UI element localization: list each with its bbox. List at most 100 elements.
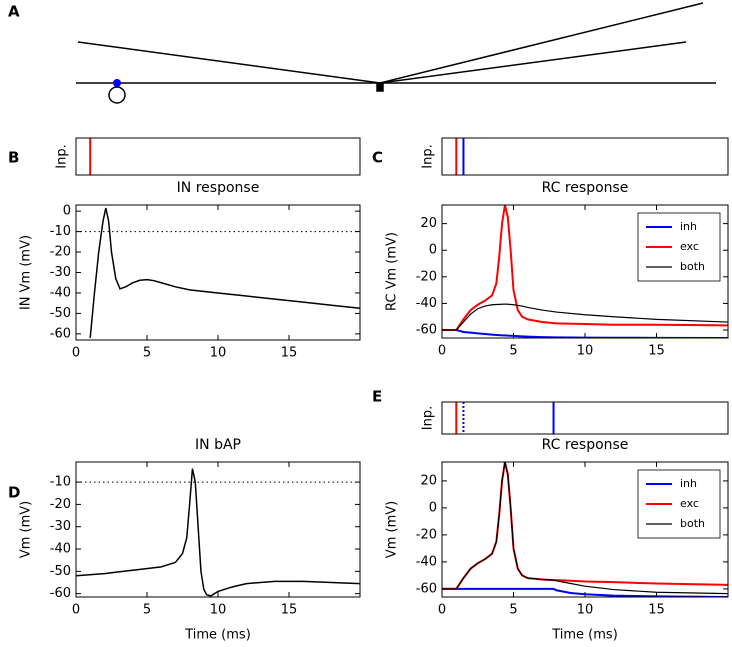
y-axis-label: Inp. xyxy=(55,144,70,168)
y-tick-label: -20 xyxy=(416,269,437,284)
x-tick-label: 5 xyxy=(143,346,151,361)
legend: inh exc both xyxy=(637,212,721,282)
panel-label: C xyxy=(372,149,383,167)
x-tick-label: 5 xyxy=(509,603,517,618)
y-axis-label: Vm (mV) xyxy=(19,501,34,558)
chart-title: RC response xyxy=(542,437,629,453)
x-tick-label: 5 xyxy=(143,603,151,618)
axes-frame xyxy=(441,137,729,176)
plot-area xyxy=(455,138,465,175)
axes-frame xyxy=(75,137,361,176)
chart-title: IN response xyxy=(177,180,260,196)
morphology xyxy=(76,2,716,104)
panel: Inp. xyxy=(421,401,729,435)
legend-label: both xyxy=(680,260,705,273)
line-series xyxy=(76,468,360,597)
chart-title: RC response xyxy=(542,180,629,196)
x-tick-label: 15 xyxy=(281,603,298,618)
panel-label: D xyxy=(8,484,20,502)
legend-label: inh xyxy=(680,220,697,233)
soma xyxy=(376,82,384,92)
y-tick-label: -40 xyxy=(416,296,437,311)
dendrite xyxy=(77,41,381,84)
x-tick-label: 10 xyxy=(210,603,227,618)
panel: IN bAP Vm (mV) Time (ms) 0 5 10 15 -10 -20 -30 -40… xyxy=(19,437,361,643)
panel: RC response RC Vm (mV) 0 5 10 15 20 0 -20 -40 -60 i… xyxy=(385,180,729,359)
y-axis-label: Vm (mV) xyxy=(385,501,400,558)
line-series xyxy=(442,329,728,338)
legend: inh exc both xyxy=(637,469,721,539)
plot-area xyxy=(442,462,728,597)
y-tick-label: -20 xyxy=(50,245,71,260)
plot-area xyxy=(76,468,360,597)
y-tick-label: 0 xyxy=(429,243,437,258)
y-tick-label: -60 xyxy=(416,581,437,596)
y-tick-label: -60 xyxy=(50,586,71,601)
y-tick-label: 20 xyxy=(420,473,437,488)
synapse xyxy=(113,79,121,87)
line-series xyxy=(442,587,728,597)
y-tick-label: -60 xyxy=(416,323,437,338)
y-tick-label: -20 xyxy=(416,527,437,542)
x-tick-label: 0 xyxy=(438,603,446,618)
panel: RC response Vm (mV) Time (ms) 0 5 10 15 20 0 -20 -… xyxy=(385,437,729,643)
legend-label: exc xyxy=(680,497,699,510)
axes-frame xyxy=(75,461,361,598)
y-tick-label: -30 xyxy=(50,265,71,280)
panel-label: E xyxy=(372,388,382,406)
x-tick-label: 10 xyxy=(210,346,227,361)
plot-area xyxy=(455,402,555,434)
x-tick-label: 10 xyxy=(577,344,594,359)
line-series xyxy=(89,207,360,339)
chart-title: IN bAP xyxy=(195,437,241,453)
x-tick-label: 10 xyxy=(577,603,594,618)
x-tick-label: 5 xyxy=(509,344,517,359)
axes-frame xyxy=(75,204,361,341)
legend-label: exc xyxy=(680,240,699,253)
panel-label: A xyxy=(8,3,20,21)
legend-label: both xyxy=(680,517,705,530)
electrode xyxy=(108,86,126,104)
y-tick-label: -20 xyxy=(50,497,71,512)
x-axis-label: Time (ms) xyxy=(184,628,251,643)
y-axis-label: Inp. xyxy=(421,406,436,430)
y-tick-label: -30 xyxy=(50,519,71,534)
y-tick-label: -60 xyxy=(50,326,71,341)
y-tick-label: 20 xyxy=(420,216,437,231)
x-tick-label: 15 xyxy=(648,344,665,359)
x-tick-label: 15 xyxy=(281,346,298,361)
axes-frame xyxy=(441,461,729,598)
dendrite xyxy=(379,41,687,84)
y-tick-label: -40 xyxy=(50,285,71,300)
line-series xyxy=(442,462,728,595)
y-tick-label: -50 xyxy=(50,564,71,579)
panel: IN response IN Vm (mV) 0 5 10 15 0 -10 -20 -30 -40… xyxy=(19,180,361,361)
y-axis-label: IN Vm (mV) xyxy=(19,235,34,310)
x-tick-label: 0 xyxy=(438,344,446,359)
x-axis-label: Time (ms) xyxy=(551,628,618,643)
y-tick-label: -50 xyxy=(50,306,71,321)
y-axis-label: RC Vm (mV) xyxy=(385,232,400,311)
plot-area xyxy=(442,205,728,338)
y-tick-label: -40 xyxy=(50,542,71,557)
axes-frame xyxy=(441,401,729,435)
panel: Inp. xyxy=(55,137,361,176)
x-tick-label: 15 xyxy=(648,603,665,618)
x-tick-label: 0 xyxy=(72,346,80,361)
line-series xyxy=(442,303,728,331)
axes-frame xyxy=(441,204,729,339)
panel: Inp. xyxy=(421,137,729,176)
y-tick-label: 0 xyxy=(429,500,437,515)
y-tick-label: -40 xyxy=(416,554,437,569)
y-tick-label: 0 xyxy=(63,204,71,219)
dendrite xyxy=(379,2,704,84)
legend-label: inh xyxy=(680,477,697,490)
x-tick-label: 0 xyxy=(72,603,80,618)
y-tick-label: -10 xyxy=(50,224,71,239)
line-series xyxy=(442,205,728,332)
plot-area xyxy=(76,207,360,339)
y-tick-label: -10 xyxy=(50,475,71,490)
y-axis-label: Inp. xyxy=(421,144,436,168)
panel-label: B xyxy=(8,149,19,167)
